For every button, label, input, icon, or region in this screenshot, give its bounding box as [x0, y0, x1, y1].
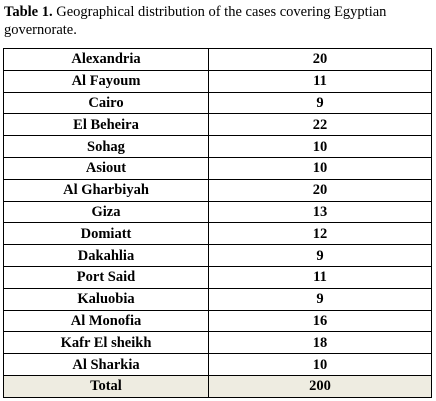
governorate-cell: Kaluobia [3, 287, 209, 311]
caption-text: Geographical distribution of the cases c… [4, 4, 387, 38]
table-row: Giza 13 [3, 200, 432, 224]
governorate-cell: Al Gharbiyah [3, 178, 209, 202]
governorate-cell: Port Said [3, 265, 209, 289]
governorate-cell: Dakahlia [3, 244, 209, 267]
cases-table: Alexandria 20 Al Fayoum 11 Cairo 9 El Be… [3, 48, 432, 398]
table-row: Al Gharbiyah 20 [3, 178, 432, 202]
governorate-cell: Al Sharkia [3, 353, 209, 376]
table-row: Port Said 11 [3, 265, 432, 289]
governorate-cell: Sohag [3, 135, 209, 158]
governorate-cell: Al Monofia [3, 309, 209, 333]
total-label: Total [3, 374, 209, 398]
cases-cell: 18 [208, 331, 432, 355]
table-row: Al Sharkia 10 [3, 353, 432, 376]
table-row: Asiout 10 [3, 156, 432, 180]
cases-cell: 10 [208, 156, 432, 180]
cases-cell: 11 [208, 69, 432, 93]
total-value: 200 [208, 374, 432, 398]
governorate-cell: Al Fayoum [3, 69, 209, 93]
cases-cell: 9 [208, 91, 432, 115]
governorate-cell: Cairo [3, 91, 209, 115]
governorate-cell: Alexandria [3, 48, 209, 71]
cases-cell: 11 [208, 265, 432, 289]
cases-cell: 9 [208, 244, 432, 267]
cases-cell: 9 [208, 287, 432, 311]
total-row: Total 200 [3, 374, 432, 398]
table-row: Kaluobia 9 [3, 287, 432, 311]
table-row: El Beheira 22 [3, 113, 432, 137]
cases-cell: 20 [208, 178, 432, 202]
cases-cell: 22 [208, 113, 432, 137]
table-row: Cairo 9 [3, 91, 432, 115]
table-row: Alexandria 20 [3, 48, 432, 71]
caption-label: Table 1. [4, 4, 53, 20]
governorate-cell: El Beheira [3, 113, 209, 137]
governorate-cell: Giza [3, 200, 209, 224]
governorate-cell: Kafr El sheikh [3, 331, 209, 355]
cases-cell: 16 [208, 309, 432, 333]
table-row: Al Fayoum 11 [3, 69, 432, 93]
table-row: Dakahlia 9 [3, 244, 432, 267]
table-caption: Table 1. Geographical distribution of th… [4, 3, 432, 39]
cases-cell: 13 [208, 200, 432, 224]
table-row: Sohag 10 [3, 135, 432, 158]
cases-cell: 10 [208, 353, 432, 376]
table-row: Al Monofia 16 [3, 309, 432, 333]
table-row: Kafr El sheikh 18 [3, 331, 432, 355]
cases-table-body: Alexandria 20 Al Fayoum 11 Cairo 9 El Be… [3, 48, 432, 398]
cases-cell: 12 [208, 222, 432, 246]
cases-cell: 10 [208, 135, 432, 158]
table-row: Domiatt 12 [3, 222, 432, 246]
governorate-cell: Asiout [3, 156, 209, 180]
cases-cell: 20 [208, 48, 432, 71]
governorate-cell: Domiatt [3, 222, 209, 246]
